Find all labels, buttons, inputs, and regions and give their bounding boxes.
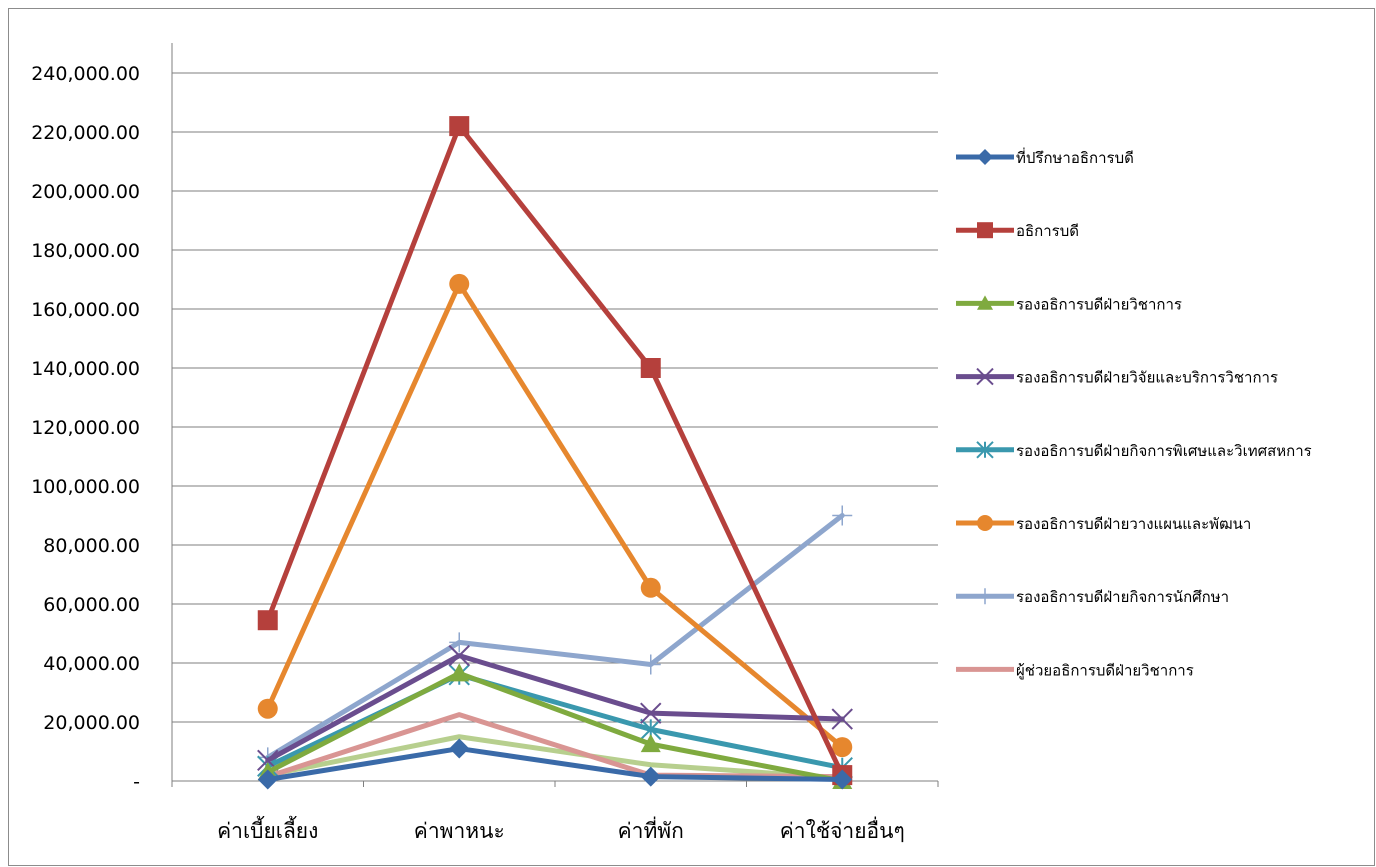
legend-marker — [977, 149, 993, 165]
y-tick-label: - — [133, 771, 140, 793]
series-2 — [257, 116, 853, 786]
series-4 — [257, 644, 853, 772]
legend-label: ที่ปรึกษาอธิการบดี — [1016, 147, 1134, 167]
y-tick-label: 160,000.00 — [31, 299, 140, 321]
series-line — [265, 123, 845, 778]
data-point — [831, 708, 853, 730]
series-7 — [257, 505, 853, 768]
legend-label: รองอธิการบดีฝ่ายวิจัยและบริการวิชาการ — [1016, 369, 1278, 387]
legend-item: รองอธิการบดีฝ่ายกิจการพิเศษและวิเทศสหการ — [956, 441, 1312, 460]
data-point — [640, 702, 662, 724]
y-axis-ticks: - 20,000.00 40,000.00 60,000.00 80,000.00 100… — [31, 63, 140, 793]
series-line — [265, 281, 845, 750]
data-point — [257, 769, 278, 790]
series-line — [265, 672, 845, 771]
legend-marker — [977, 295, 993, 310]
legend: ที่ปรึกษาอธิการบดีอธิการบดีรองอธิการบดีฝ… — [956, 147, 1312, 679]
legend-marker — [977, 515, 993, 531]
y-tick-label: 220,000.00 — [31, 122, 140, 144]
x-tick-label: ค่าเบี้ยเลี้ยง — [217, 816, 318, 843]
series-line — [265, 653, 845, 763]
chart-frame — [8, 8, 1375, 866]
y-tick-label: 140,000.00 — [31, 358, 140, 380]
y-tick-label: 180,000.00 — [31, 240, 140, 262]
x-tick-label: ค่าที่พัก — [618, 816, 684, 843]
series-1 — [257, 738, 853, 790]
legend-label: รองอธิการบดีฝ่ายกิจการพิเศษและวิเทศสหการ — [1016, 442, 1312, 460]
data-point — [449, 738, 470, 759]
data-point — [640, 654, 661, 675]
data-point — [257, 698, 278, 719]
legend-marker — [976, 367, 994, 386]
legend-item: อธิการบดี — [956, 222, 1079, 240]
y-tick-label: 40,000.00 — [43, 653, 140, 675]
y-tick-label: 100,000.00 — [31, 476, 140, 498]
data-point — [640, 577, 661, 598]
x-tick-label: ค่าใช้จ่ายอื่นๆ — [780, 816, 905, 843]
data-point — [640, 358, 661, 378]
series-6 — [257, 273, 853, 758]
data-point — [640, 766, 661, 787]
legend-item: รองอธิการบดีฝ่ายวิจัยและบริการวิชาการ — [956, 367, 1278, 387]
data-point — [449, 632, 470, 653]
data-point — [832, 737, 853, 758]
y-tick-label: 60,000.00 — [43, 594, 140, 616]
y-tick-label: 120,000.00 — [31, 417, 140, 439]
series-line — [265, 746, 845, 783]
legend-item: รองอธิการบดีฝ่ายวางแผนและพัฒนา — [956, 515, 1251, 533]
y-tick-label: 20,000.00 — [43, 712, 140, 734]
y-tick-label: 80,000.00 — [43, 535, 140, 557]
x-axis-labels: ค่าเบี้ยเลี้ยง ค่าพาหนะ ค่าที่พัก ค่าใช้จ่า… — [217, 816, 905, 843]
data-point — [257, 610, 278, 631]
legend-marker — [976, 441, 994, 459]
data-point — [449, 273, 470, 294]
data-point — [640, 734, 661, 753]
data-point — [832, 505, 853, 526]
axes — [171, 43, 939, 787]
legend-marker — [977, 222, 993, 239]
legend-marker — [977, 588, 993, 605]
x-tick-label: ค่าพาหนะ — [414, 819, 505, 843]
y-tick-label: 200,000.00 — [31, 181, 140, 203]
legend-label: รองอธิการบดีฝ่ายวิชาการ — [1016, 295, 1182, 313]
data-point — [448, 644, 470, 667]
legend-label: ผู้ช่วยอธิการบดีฝ่ายวิชาการ — [1016, 661, 1194, 679]
legend-item: ผู้ช่วยอธิการบดีฝ่ายวิชาการ — [956, 661, 1194, 679]
series-line — [265, 734, 845, 781]
series-line — [265, 670, 845, 784]
series-9 — [265, 734, 845, 781]
legend-label: รองอธิการบดีฝ่ายวางแผนและพัฒนา — [1016, 515, 1251, 533]
series-line — [265, 513, 845, 760]
legend-label: รองอธิการบดีฝ่ายกิจการนักศึกษา — [1016, 588, 1229, 606]
data-point — [832, 769, 853, 790]
legend-label: อธิการบดี — [1016, 222, 1079, 240]
data-point — [449, 663, 470, 682]
data-point — [449, 116, 470, 137]
legend-item: รองอธิการบดีฝ่ายวิชาการ — [956, 295, 1182, 313]
y-tick-label: 240,000.00 — [31, 63, 140, 85]
gridlines — [172, 72, 938, 723]
series-group — [257, 116, 853, 790]
legend-item: ที่ปรึกษาอธิการบดี — [956, 147, 1134, 167]
legend-item: รองอธิการบดีฝ่ายกิจการนักศึกษา — [956, 588, 1229, 606]
